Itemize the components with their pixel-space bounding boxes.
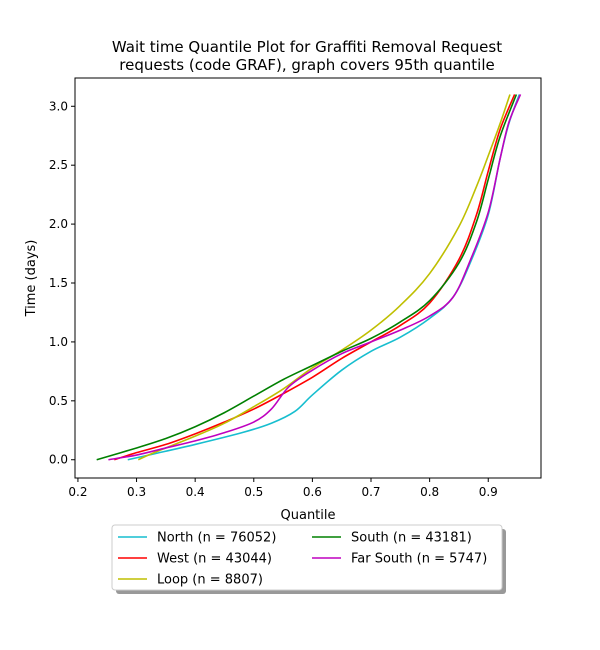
chart-title-line-1: Wait time Quantile Plot for Graffiti Rem… <box>112 38 502 56</box>
chart-title-line-2: requests (code GRAF), graph covers 95th … <box>119 56 494 74</box>
legend-label-north: North (n = 76052) <box>157 531 276 546</box>
series-line-north <box>127 94 521 461</box>
legend-label-far-south: Far South (n = 5747) <box>351 552 487 567</box>
series-line-loop <box>137 94 511 461</box>
y-tick-label: 3.0 <box>49 99 68 113</box>
plot-frame <box>74 77 542 479</box>
legend-items: North (n = 76052) West (n = 43044) Loop (n… <box>118 531 487 588</box>
legend-label-west: West (n = 43044) <box>157 552 272 567</box>
y-tick-label: 0.5 <box>49 394 68 408</box>
x-tick-label: 0.2 <box>68 485 87 499</box>
y-tick-label: 2.5 <box>49 158 68 172</box>
y-axis: 0.0 0.5 1.0 1.5 2.0 2.5 3.0 <box>49 99 75 467</box>
x-tick-label: 0.7 <box>361 485 380 499</box>
series-lines <box>96 94 522 461</box>
x-tick-label: 0.8 <box>420 485 439 499</box>
y-tick-label: 1.5 <box>49 276 68 290</box>
legend-box <box>111 524 503 591</box>
legend-label-south: South (n = 43181) <box>351 531 472 546</box>
y-tick-label: 2.0 <box>49 217 68 231</box>
x-axis-label: Quantile <box>281 508 336 523</box>
x-tick-label: 0.9 <box>479 485 498 499</box>
series-line-south <box>96 94 518 461</box>
x-axis: 0.2 0.3 0.4 0.5 0.6 0.7 0.8 0.9 <box>68 478 498 499</box>
x-tick-label: 0.5 <box>244 485 263 499</box>
series-line-far-south <box>108 94 522 461</box>
y-tick-label: 1.0 <box>49 335 68 349</box>
series-line-west <box>114 94 516 461</box>
y-tick-label: 0.0 <box>49 453 68 467</box>
plot-area <box>74 77 542 479</box>
legend: North (n = 76052) West (n = 43044) Loop (n… <box>111 524 506 594</box>
x-tick-label: 0.6 <box>303 485 322 499</box>
y-axis-label: Time (days) <box>24 240 39 318</box>
x-tick-label: 0.3 <box>127 485 146 499</box>
legend-label-loop: Loop (n = 8807) <box>157 573 263 588</box>
x-tick-label: 0.4 <box>186 485 205 499</box>
